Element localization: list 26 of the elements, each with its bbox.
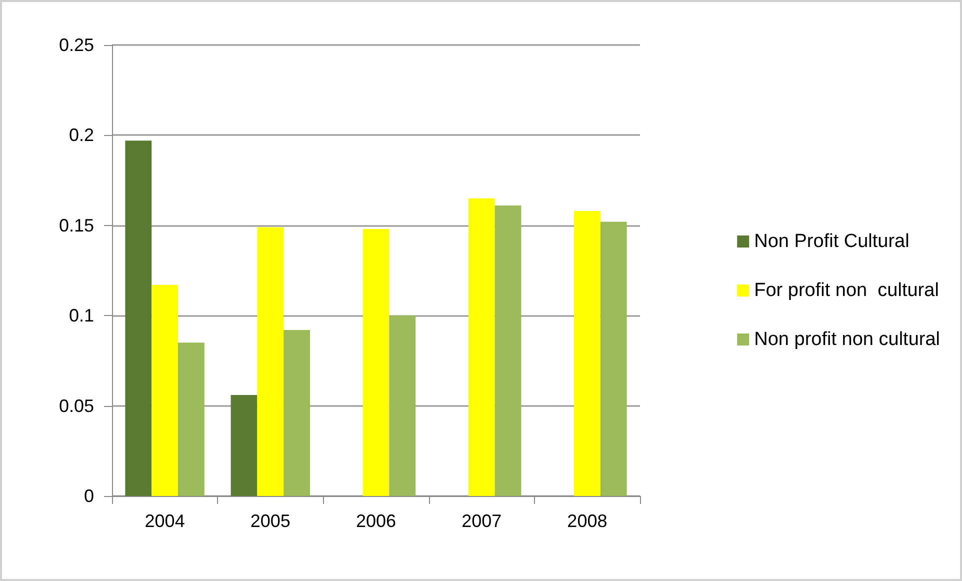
y-tick-label: 0.1 — [68, 306, 94, 326]
bar — [178, 342, 204, 496]
x-tick-label: 2007 — [462, 511, 502, 531]
y-tick-label: 0 — [84, 486, 94, 506]
bar — [494, 206, 522, 496]
x-tick-label: 2006 — [356, 511, 396, 531]
x-tick-label: 2008 — [567, 511, 608, 531]
bar — [125, 140, 152, 496]
y-tick-label: 0.05 — [58, 396, 94, 416]
x-tick-label: 2005 — [250, 511, 290, 531]
bar — [257, 227, 284, 496]
bar — [152, 284, 178, 496]
bar — [468, 198, 495, 496]
bar — [574, 210, 600, 496]
bar — [600, 222, 627, 496]
y-tick-label: 0.25 — [58, 35, 94, 55]
legend-label: Non profit non cultural — [754, 329, 940, 350]
legend-label: Non Profit Cultural — [754, 231, 910, 252]
x-tick-label: 2004 — [144, 511, 185, 531]
bar — [362, 229, 390, 496]
legend-label: For profit non cultural — [754, 280, 939, 301]
y-tick-label: 0.15 — [58, 215, 94, 236]
bar — [230, 394, 258, 496]
bar — [389, 316, 416, 496]
bar — [284, 330, 310, 496]
y-tick-label: 0.2 — [68, 125, 94, 146]
